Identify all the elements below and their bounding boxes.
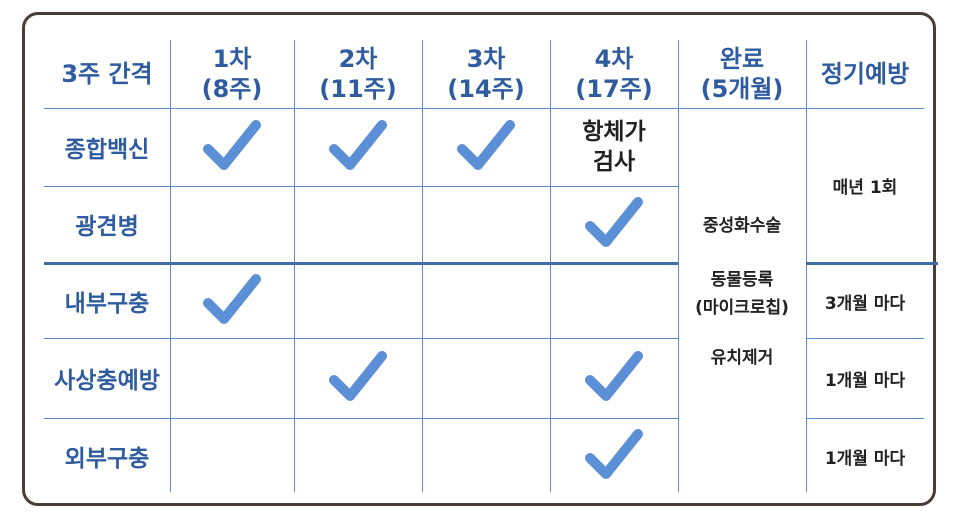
check-icon (294, 108, 422, 186)
grid-line (44, 108, 924, 109)
grid-line (806, 418, 924, 419)
grid-line (806, 40, 807, 492)
grid-line (44, 262, 678, 265)
complete-item-registration: 동물등록 (마이크로칩) (695, 270, 789, 318)
check-icon (550, 338, 678, 418)
header-interval: 3주 간격 (61, 60, 153, 88)
header-round-1: 1차 (8주) (201, 45, 263, 103)
row-label-external: 외부구충 (64, 446, 150, 472)
regular-1-month-external: 1개월 마다 (824, 448, 906, 469)
grid-line (294, 40, 295, 492)
header-round-3: 3차 (14주) (447, 45, 525, 103)
check-icon (294, 338, 422, 418)
check-icon (170, 108, 294, 186)
grid-line (44, 186, 678, 187)
check-icon (550, 418, 678, 494)
grid-line (422, 40, 423, 492)
antibody-test-cell: 항체가 검사 (582, 119, 646, 175)
row-label-combo: 종합백신 (64, 137, 150, 163)
check-icon (170, 264, 294, 338)
row-label-rabies: 광견병 (75, 214, 139, 240)
grid-line (806, 262, 938, 265)
check-icon (550, 186, 678, 262)
regular-3-months: 3개월 마다 (824, 293, 906, 314)
grid-line (550, 40, 551, 492)
check-icon (422, 108, 550, 186)
header-complete: 완료 (5개월) (700, 45, 784, 103)
grid-line (170, 40, 171, 492)
header-round-4: 4차 (17주) (575, 45, 653, 103)
header-regular: 정기예방 (820, 60, 910, 88)
schedule-card (22, 12, 936, 506)
regular-yearly: 매년 1회 (832, 177, 898, 198)
complete-item-teeth: 유치제거 (710, 348, 774, 368)
grid-line (806, 338, 924, 339)
grid-line (44, 338, 678, 339)
row-label-internal: 내부구충 (64, 291, 150, 317)
complete-item-neuter: 중성화수술 (702, 216, 782, 236)
row-label-heartworm: 사상충예방 (54, 368, 160, 394)
regular-1-month-heartworm: 1개월 마다 (824, 370, 906, 391)
grid-line (678, 40, 679, 492)
header-round-2: 2차 (11주) (319, 45, 397, 103)
grid-line (44, 418, 678, 419)
